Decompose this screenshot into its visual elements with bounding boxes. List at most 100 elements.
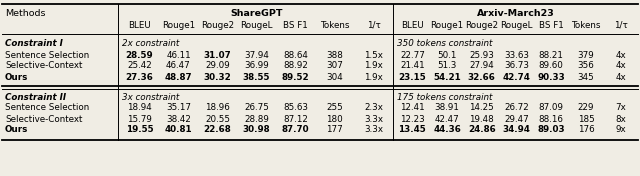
- Text: RougeL: RougeL: [500, 20, 532, 30]
- Text: 87.70: 87.70: [282, 125, 309, 134]
- Text: 18.96: 18.96: [205, 103, 230, 112]
- Text: 12.41: 12.41: [400, 103, 425, 112]
- Text: Rouge2: Rouge2: [201, 20, 234, 30]
- Text: 36.99: 36.99: [244, 61, 269, 71]
- Text: Sentence Selection: Sentence Selection: [5, 51, 89, 59]
- Text: 19.48: 19.48: [469, 115, 494, 124]
- Text: 35.17: 35.17: [166, 103, 191, 112]
- Text: 44.36: 44.36: [433, 125, 461, 134]
- Text: Ours: Ours: [5, 125, 28, 134]
- Text: Rouge1: Rouge1: [162, 20, 195, 30]
- Text: 40.81: 40.81: [164, 125, 192, 134]
- Text: 304: 304: [326, 73, 343, 81]
- Text: 2x constraint: 2x constraint: [122, 39, 179, 49]
- Text: 89.52: 89.52: [282, 73, 309, 81]
- Text: Methods: Methods: [5, 8, 45, 17]
- Text: 22.77: 22.77: [400, 51, 425, 59]
- Text: Rouge1: Rouge1: [431, 20, 463, 30]
- Text: 4x: 4x: [615, 51, 626, 59]
- Text: ShareGPT: ShareGPT: [230, 8, 283, 17]
- Text: 29.09: 29.09: [205, 61, 230, 71]
- Text: Sentence Selection: Sentence Selection: [5, 103, 89, 112]
- Text: 3.3x: 3.3x: [364, 125, 383, 134]
- Text: 356: 356: [577, 61, 595, 71]
- Text: 22.68: 22.68: [204, 125, 232, 134]
- Text: 28.89: 28.89: [244, 115, 269, 124]
- Text: 8x: 8x: [615, 115, 626, 124]
- Text: 88.16: 88.16: [539, 115, 564, 124]
- Text: 13.45: 13.45: [399, 125, 426, 134]
- Text: 37.94: 37.94: [244, 51, 269, 59]
- Text: Tokens: Tokens: [320, 20, 349, 30]
- Text: 88.92: 88.92: [283, 61, 308, 71]
- Text: 87.09: 87.09: [539, 103, 564, 112]
- Text: 229: 229: [578, 103, 594, 112]
- Text: 2.3x: 2.3x: [364, 103, 383, 112]
- Text: 345: 345: [577, 73, 595, 81]
- Text: 1.9x: 1.9x: [364, 73, 383, 81]
- Text: 33.63: 33.63: [504, 51, 529, 59]
- Text: 50.1: 50.1: [437, 51, 457, 59]
- Text: 177: 177: [326, 125, 343, 134]
- Text: 3.3x: 3.3x: [364, 115, 383, 124]
- Text: Constraint II: Constraint II: [5, 93, 66, 102]
- Text: 7x: 7x: [615, 103, 626, 112]
- Text: 29.47: 29.47: [504, 115, 529, 124]
- Text: Selective-Context: Selective-Context: [5, 61, 83, 71]
- Text: 90.33: 90.33: [538, 73, 565, 81]
- Text: 1.5x: 1.5x: [364, 51, 383, 59]
- Text: BLEU: BLEU: [128, 20, 151, 30]
- Text: BLEU: BLEU: [401, 20, 424, 30]
- Text: 12.23: 12.23: [400, 115, 425, 124]
- Text: 36.73: 36.73: [504, 61, 529, 71]
- Text: Rouge2: Rouge2: [465, 20, 499, 30]
- Text: 88.21: 88.21: [539, 51, 564, 59]
- Text: 1.9x: 1.9x: [364, 61, 383, 71]
- Text: 3x constraint: 3x constraint: [122, 93, 179, 102]
- Text: Arxiv-March23: Arxiv-March23: [477, 8, 554, 17]
- Text: 15.79: 15.79: [127, 115, 152, 124]
- Text: 176: 176: [578, 125, 595, 134]
- Text: 388: 388: [326, 51, 343, 59]
- Text: 19.55: 19.55: [125, 125, 154, 134]
- Text: 46.11: 46.11: [166, 51, 191, 59]
- Text: 350 tokens constraint: 350 tokens constraint: [397, 39, 492, 49]
- Text: 32.66: 32.66: [468, 73, 496, 81]
- Text: 20.55: 20.55: [205, 115, 230, 124]
- Text: Constraint I: Constraint I: [5, 39, 63, 49]
- Text: 34.94: 34.94: [502, 125, 531, 134]
- Text: 30.98: 30.98: [243, 125, 270, 134]
- Text: 89.03: 89.03: [538, 125, 565, 134]
- Text: 9x: 9x: [615, 125, 626, 134]
- Text: 21.41: 21.41: [400, 61, 425, 71]
- Text: 38.42: 38.42: [166, 115, 191, 124]
- Text: 27.94: 27.94: [469, 61, 494, 71]
- Text: 26.72: 26.72: [504, 103, 529, 112]
- Text: 46.47: 46.47: [166, 61, 191, 71]
- Text: 85.63: 85.63: [283, 103, 308, 112]
- Text: 88.64: 88.64: [283, 51, 308, 59]
- Text: 25.93: 25.93: [469, 51, 494, 59]
- Text: 38.91: 38.91: [435, 103, 460, 112]
- Text: 54.21: 54.21: [433, 73, 461, 81]
- Text: 42.74: 42.74: [502, 73, 531, 81]
- Text: 42.47: 42.47: [435, 115, 460, 124]
- Text: BS F1: BS F1: [539, 20, 564, 30]
- Text: Tokens: Tokens: [571, 20, 601, 30]
- Text: 4x: 4x: [615, 61, 626, 71]
- Text: 23.15: 23.15: [399, 73, 426, 81]
- Text: 48.87: 48.87: [164, 73, 192, 81]
- Text: 87.12: 87.12: [283, 115, 308, 124]
- Text: 175 tokens constraint: 175 tokens constraint: [397, 93, 492, 102]
- Text: 14.25: 14.25: [469, 103, 494, 112]
- Text: 18.94: 18.94: [127, 103, 152, 112]
- Text: Ours: Ours: [5, 73, 28, 81]
- Text: 379: 379: [577, 51, 595, 59]
- Text: 185: 185: [577, 115, 595, 124]
- Text: 30.32: 30.32: [204, 73, 232, 81]
- Text: 38.55: 38.55: [243, 73, 270, 81]
- Text: RougeL: RougeL: [240, 20, 273, 30]
- Text: 89.60: 89.60: [539, 61, 564, 71]
- Text: 1/τ: 1/τ: [367, 20, 380, 30]
- Text: 4x: 4x: [615, 73, 626, 81]
